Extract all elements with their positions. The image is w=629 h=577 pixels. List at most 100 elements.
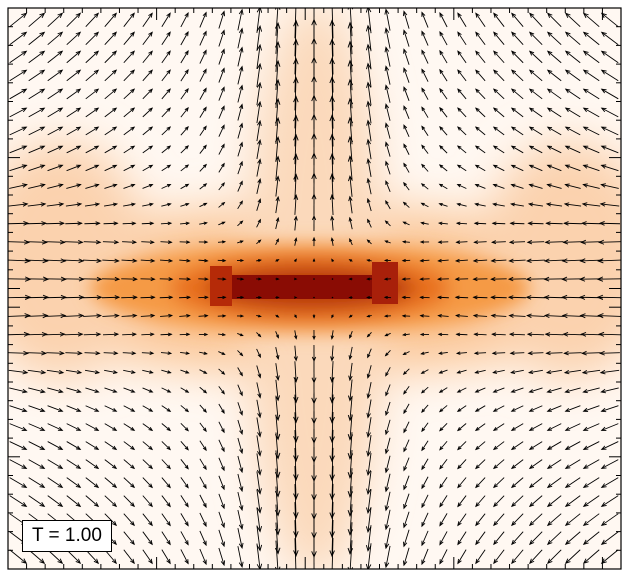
- arrow: [384, 473, 391, 493]
- arrow-shaft: [275, 504, 279, 535]
- arrow-head: [311, 56, 317, 64]
- arrow-head: [94, 183, 100, 188]
- arrow-shaft: [28, 405, 45, 412]
- arrow-shaft: [511, 441, 524, 450]
- arrow-shaft: [218, 182, 225, 191]
- arrow-shaft: [385, 437, 391, 454]
- arrow: [582, 126, 600, 136]
- arrow-head: [130, 558, 135, 565]
- arrow: [256, 525, 263, 552]
- arrow-shaft: [421, 369, 429, 374]
- arrow-head: [492, 389, 498, 393]
- arrow-head: [582, 31, 589, 37]
- arrow: [180, 369, 190, 374]
- arrow: [27, 350, 47, 356]
- arrow-shaft: [85, 164, 99, 172]
- arrow-head: [202, 125, 207, 131]
- arrow: [331, 314, 334, 319]
- arrow-shaft: [27, 203, 46, 207]
- arrow-head: [582, 50, 589, 56]
- arrow: [564, 441, 581, 450]
- arrow-shaft: [256, 489, 261, 513]
- arrow-dot: [331, 296, 334, 299]
- arrow-head: [148, 483, 153, 489]
- arrow-head: [202, 521, 207, 528]
- arrow: [180, 531, 189, 546]
- arrow-head: [94, 445, 100, 451]
- arrow: [236, 277, 245, 281]
- arrow-shaft: [439, 369, 448, 374]
- arrow: [123, 50, 135, 64]
- arrow-shaft: [565, 107, 581, 118]
- arrow: [582, 405, 600, 413]
- arrow: [293, 466, 299, 501]
- arrow: [142, 513, 153, 527]
- arrow: [256, 296, 263, 299]
- arrow-head: [293, 493, 299, 501]
- arrow-shaft: [529, 441, 543, 450]
- arrow-head: [184, 389, 190, 393]
- arrow: [66, 12, 82, 27]
- arrow-shaft: [349, 41, 353, 73]
- arrow: [329, 173, 335, 199]
- arrow-head: [293, 396, 299, 404]
- arrow-head: [439, 502, 444, 508]
- arrow: [580, 221, 601, 226]
- arrow-shaft: [511, 31, 524, 46]
- arrow-shaft: [47, 126, 63, 136]
- arrow: [527, 202, 543, 207]
- arrow-head: [238, 486, 244, 493]
- arrow: [492, 405, 505, 412]
- arrow: [385, 199, 391, 210]
- arrow-head: [600, 558, 607, 564]
- arrow-head: [457, 88, 462, 93]
- arrow-head: [473, 332, 479, 337]
- arrow-shaft: [199, 369, 207, 374]
- arrow-head: [563, 350, 569, 356]
- arrow: [402, 368, 410, 376]
- arrow: [546, 531, 562, 546]
- arrow-shaft: [474, 222, 487, 225]
- arrow-shaft: [583, 69, 600, 82]
- arrow: [546, 69, 562, 82]
- arrow-shaft: [180, 531, 189, 545]
- arrow-head: [112, 483, 118, 489]
- arrow: [546, 423, 562, 431]
- arrow: [473, 240, 487, 245]
- arrow-shaft: [547, 31, 562, 46]
- arrow-head: [111, 502, 118, 508]
- arrow: [180, 351, 191, 355]
- arrow-shaft: [104, 495, 117, 507]
- arrow-shaft: [367, 198, 372, 212]
- arrow: [82, 295, 103, 300]
- arrow: [47, 441, 64, 450]
- arrow: [47, 107, 64, 118]
- arrow-shaft: [601, 107, 619, 118]
- arrow-head: [274, 59, 281, 67]
- arrow-head: [294, 314, 297, 319]
- arrow: [142, 459, 154, 470]
- arrow-head: [366, 314, 371, 318]
- arrow-shaft: [457, 405, 467, 412]
- arrow-shaft: [600, 352, 620, 354]
- arrow-shaft: [47, 495, 63, 507]
- arrow-shaft: [349, 331, 353, 338]
- arrow-shaft: [475, 423, 486, 431]
- arrow-head: [474, 164, 480, 169]
- arrow-shaft: [367, 489, 372, 513]
- arrow-head: [130, 12, 135, 18]
- arrow: [490, 295, 507, 300]
- arrow-head: [474, 145, 480, 150]
- arrow-shaft: [421, 512, 429, 527]
- arrow-shaft: [583, 164, 600, 172]
- arrow-head: [384, 220, 389, 225]
- arrow: [436, 295, 449, 300]
- arrow-head: [420, 183, 425, 187]
- arrow: [385, 401, 391, 417]
- arrow: [47, 145, 64, 154]
- arrow-head: [472, 258, 478, 263]
- arrow-head: [511, 31, 517, 37]
- arrow: [420, 202, 429, 208]
- arrow: [385, 180, 391, 192]
- arrow: [294, 296, 298, 299]
